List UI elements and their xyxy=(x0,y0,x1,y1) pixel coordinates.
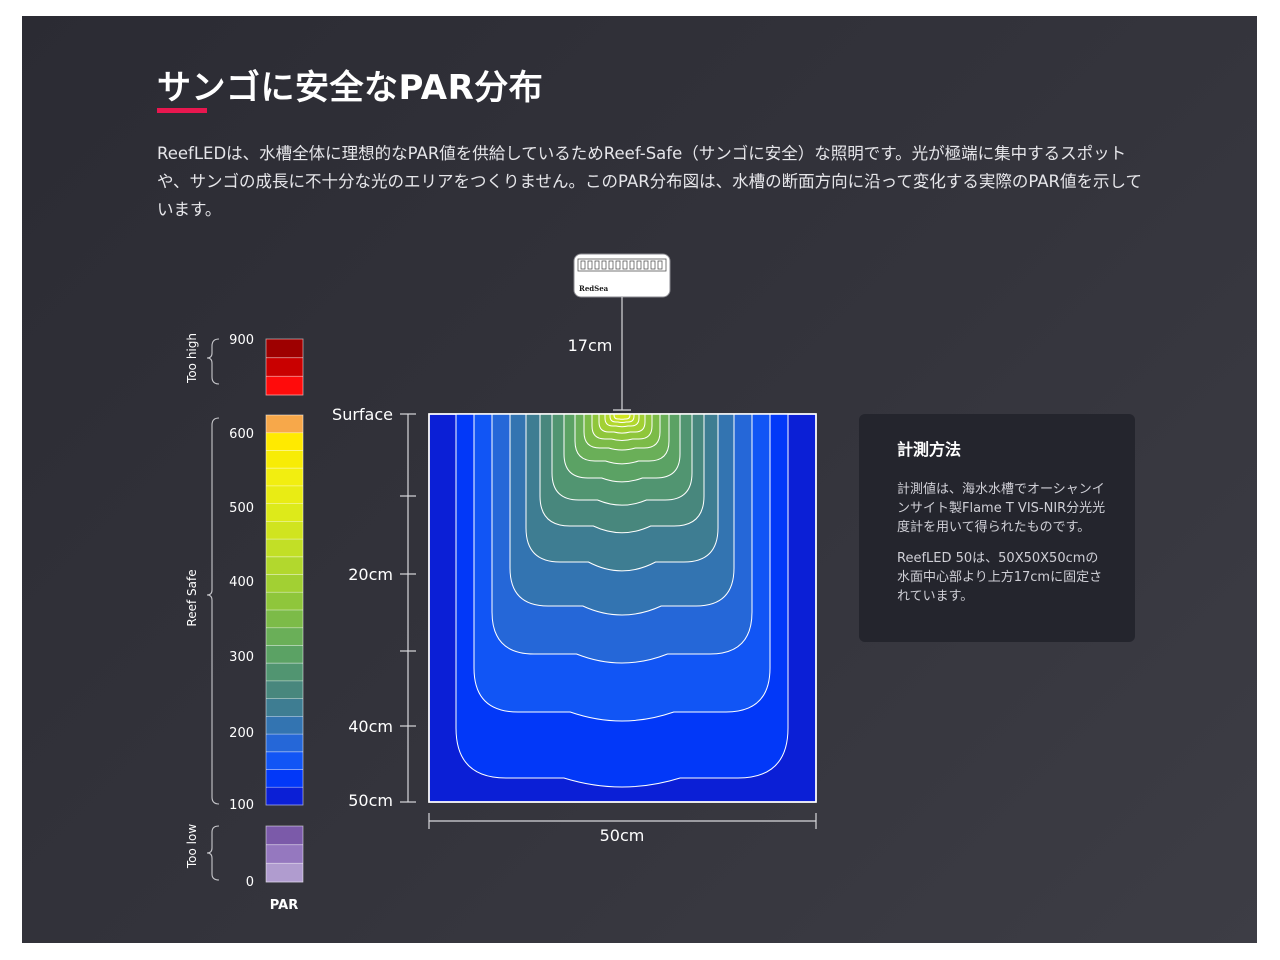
legend-swatch-too-low xyxy=(266,863,303,883)
fixture-slot xyxy=(580,260,586,270)
legend-axis-label: PAR xyxy=(270,898,298,913)
fixture-slot xyxy=(608,260,614,270)
legend-swatch-reef-safe xyxy=(266,716,303,735)
depth-label-40cm: 40cm xyxy=(348,717,393,736)
legend-swatch-reef-safe xyxy=(266,610,303,629)
legend-swatch-reef-safe xyxy=(266,503,303,522)
par-legend-ticks: 900 600 500 400 300 200 100 0 xyxy=(229,333,254,890)
legend-swatch-reef-safe xyxy=(266,680,303,699)
fixture-brand-label: RedSea xyxy=(579,284,609,293)
legend-swatch-reef-safe xyxy=(266,698,303,717)
fixture-slot xyxy=(622,260,628,270)
legend-swatch-reef-safe xyxy=(266,432,303,451)
legend-group-too-high: Too high xyxy=(185,333,199,384)
fixture-slot xyxy=(594,260,600,270)
measurement-info-card: 計測方法 計測値は、海水水槽でオーシャンインサイト製Flame T VIS-NI… xyxy=(859,414,1135,642)
reefled-fixture-icon: RedSea xyxy=(573,253,671,298)
info-card-title: 計測方法 xyxy=(897,440,962,459)
info-card-paragraph-2: ReefLED 50は、50X50X50cmの水面中心部より上方17cmに固定さ… xyxy=(897,551,1103,604)
fixture-slot xyxy=(587,260,593,270)
depth-label-surface: Surface xyxy=(332,405,393,424)
legend-tick-900: 900 xyxy=(229,333,254,348)
page-title: サンゴに安全なPAR分布 xyxy=(157,68,544,108)
legend-swatch-reef-safe xyxy=(266,645,303,664)
legend-swatch-reef-safe-outline xyxy=(265,414,304,806)
legend-swatch-reef-safe xyxy=(266,787,303,806)
legend-swatch-reef-safe xyxy=(266,415,303,434)
legend-swatch-reef-safe xyxy=(266,485,303,504)
fixture-slot xyxy=(650,260,656,270)
legend-swatch-reef-safe xyxy=(266,592,303,611)
legend-swatch-too-low-outline xyxy=(265,825,304,883)
legend-swatch-reef-safe xyxy=(266,556,303,575)
legend-tick-600: 600 xyxy=(229,427,254,442)
par-legend-bar xyxy=(265,338,304,883)
par-contour-band xyxy=(613,414,631,420)
fixture-slot xyxy=(657,260,663,270)
title-underline xyxy=(157,108,207,113)
legend-swatch-too-low xyxy=(266,844,303,864)
fixture-slot xyxy=(643,260,649,270)
content-panel: サンゴに安全なPAR分布 ReefLEDは、水槽全体に理想的なPAR値を供給して… xyxy=(22,16,1257,943)
legend-swatch-too-high-outline xyxy=(265,338,304,396)
legend-tick-500: 500 xyxy=(229,501,254,516)
legend-swatch-too-low xyxy=(266,826,303,845)
description-text: ReefLEDは、水槽全体に理想的なPAR値を供給しているためReef-Safe… xyxy=(157,144,1142,219)
par-contour-plot xyxy=(428,413,817,803)
info-card-paragraph-1: 計測値は、海水水槽でオーシャンインサイト製Flame T VIS-NIR分光光度… xyxy=(897,482,1106,535)
legend-swatch-reef-safe xyxy=(266,627,303,646)
depth-label-50cm: 50cm xyxy=(348,791,393,810)
legend-swatch-too-high xyxy=(266,376,303,396)
fixture-slot xyxy=(629,260,635,270)
par-distribution-figure: RedSea 17cm Surface 20cm 40cm 50cm 50cm xyxy=(185,253,817,913)
legend-group-too-low: Too low xyxy=(185,824,199,869)
legend-tick-100: 100 xyxy=(229,798,254,813)
legend-group-reef-safe: Reef Safe xyxy=(185,569,199,626)
legend-swatch-reef-safe xyxy=(266,751,303,770)
legend-swatch-too-high xyxy=(266,339,303,358)
fixture-slot xyxy=(636,260,642,270)
fixture-slot xyxy=(601,260,607,270)
legend-swatch-reef-safe xyxy=(266,539,303,558)
depth-label-20cm: 20cm xyxy=(348,565,393,584)
legend-swatch-reef-safe xyxy=(266,450,303,469)
light-height-label: 17cm xyxy=(568,336,613,355)
legend-tick-400: 400 xyxy=(229,575,254,590)
legend-swatch-too-high xyxy=(266,357,303,377)
legend-swatch-reef-safe xyxy=(266,734,303,753)
legend-tick-200: 200 xyxy=(229,726,254,741)
fixture-slot xyxy=(615,260,621,270)
width-label: 50cm xyxy=(600,826,645,845)
legend-swatch-reef-safe xyxy=(266,663,303,682)
legend-tick-300: 300 xyxy=(229,650,254,665)
legend-swatch-reef-safe xyxy=(266,521,303,540)
legend-tick-0: 0 xyxy=(246,875,254,890)
legend-swatch-reef-safe xyxy=(266,468,303,487)
legend-swatch-reef-safe xyxy=(266,769,303,788)
legend-swatch-reef-safe xyxy=(266,574,303,593)
